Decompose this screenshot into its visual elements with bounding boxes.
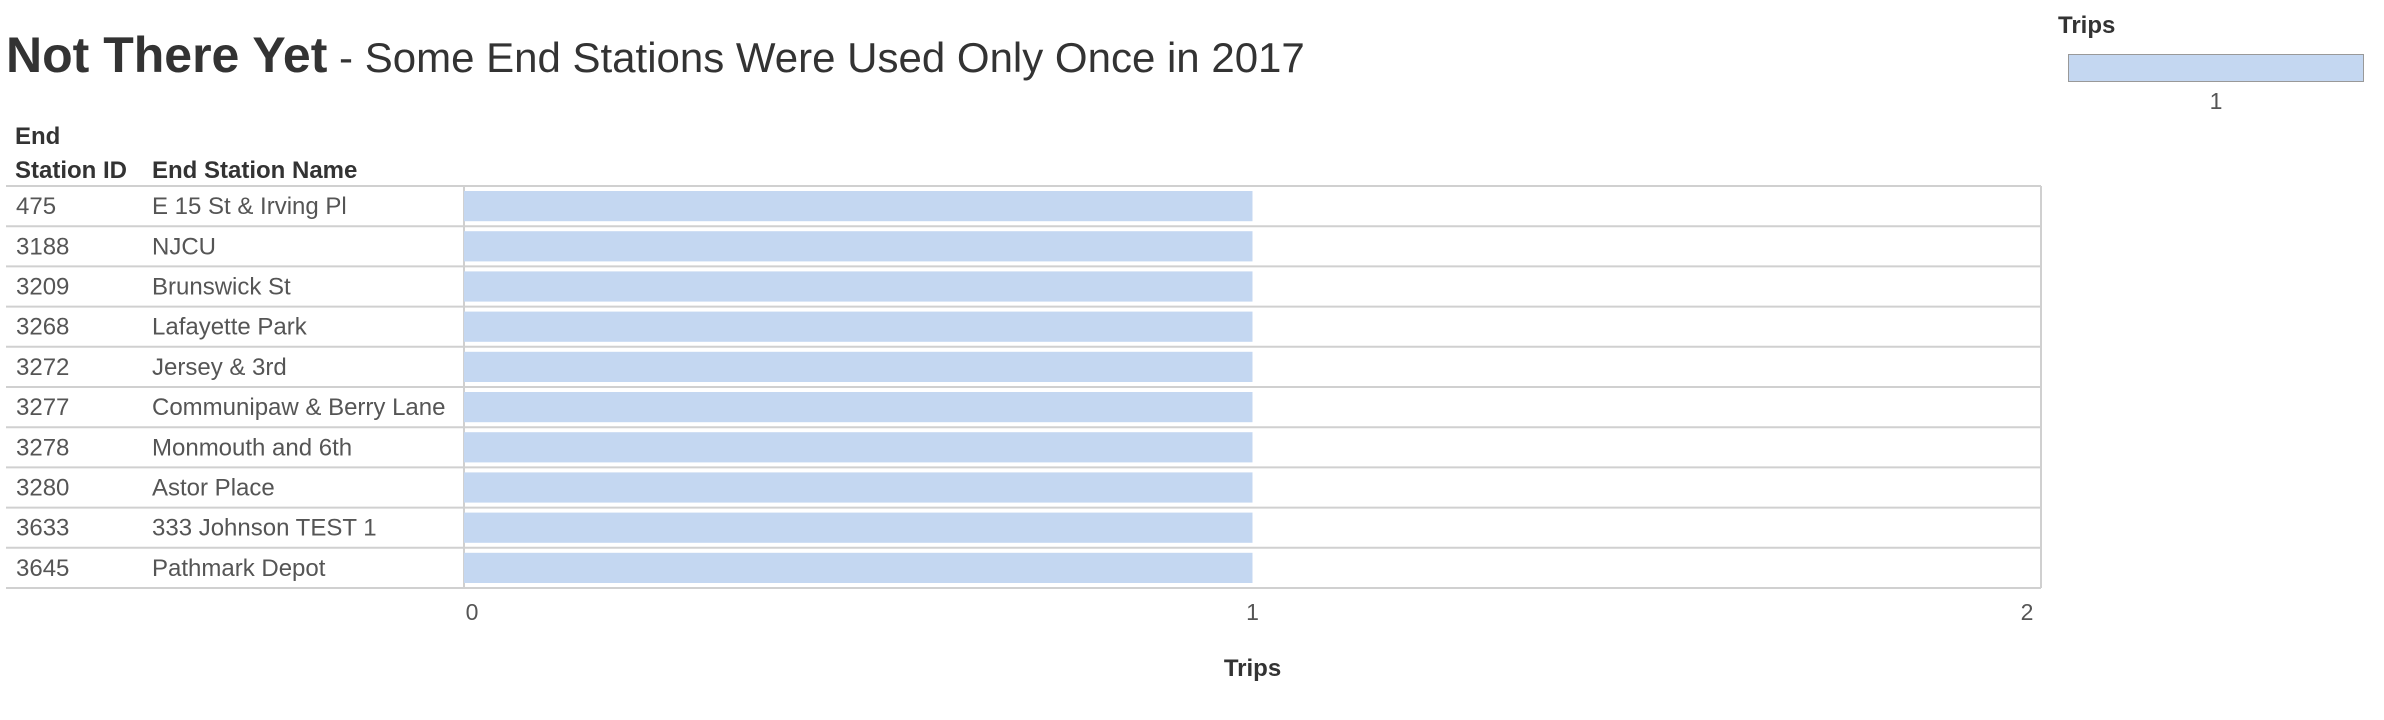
- bar: [464, 392, 1253, 423]
- station-name-cell: Lafayette Park: [152, 314, 308, 341]
- station-name-cell: Jersey & 3rd: [152, 354, 287, 381]
- station-id-cell: 3645: [16, 555, 69, 582]
- x-tick-label: 0: [466, 599, 479, 625]
- station-name-cell: E 15 St & Irving Pl: [152, 193, 347, 220]
- column-header-station-id: End Station ID: [15, 123, 127, 184]
- station-name-cell: Communipaw & Berry Lane: [152, 394, 445, 421]
- title-main: Not There Yet: [6, 27, 328, 83]
- bar: [464, 552, 1253, 583]
- bar: [464, 351, 1253, 382]
- bar: [464, 311, 1253, 342]
- x-tick-label: 2: [2021, 599, 2034, 625]
- station-id-cell: 3188: [16, 233, 69, 260]
- station-id-cell: 3277: [16, 394, 69, 421]
- station-name-cell: Pathmark Depot: [152, 555, 326, 582]
- station-id-cell: 3633: [16, 515, 69, 542]
- legend-label: 1: [2209, 88, 2223, 114]
- x-axis-title: Trips: [1224, 655, 1281, 682]
- bar: [464, 231, 1253, 262]
- station-name-cell: Brunswick St: [152, 274, 291, 301]
- bar: [464, 191, 1253, 222]
- bar: [464, 271, 1253, 302]
- legend-title: Trips: [2058, 12, 2116, 39]
- station-id-cell: 3280: [16, 475, 69, 502]
- bar: [464, 432, 1253, 463]
- station-name-cell: NJCU: [152, 233, 216, 260]
- station-name-cell: Monmouth and 6th: [152, 434, 352, 461]
- station-id-cell: 3272: [16, 354, 69, 381]
- column-header-station-name: End Station Name: [152, 157, 358, 184]
- color-legend: Trips 1: [2056, 12, 2366, 115]
- station-id-cell: 3268: [16, 314, 69, 341]
- station-id-cell: 3278: [16, 434, 69, 461]
- x-tick-label: 1: [1246, 599, 1259, 625]
- station-id-cell: 3209: [16, 274, 69, 301]
- chart-title: Not There Yet - Some End Stations Were U…: [6, 26, 1305, 84]
- title-subtitle: - Some End Stations Were Used Only Once …: [327, 34, 1305, 81]
- bar: [464, 512, 1253, 543]
- legend-swatch: [2068, 54, 2364, 82]
- station-name-cell: 333 Johnson TEST 1: [152, 515, 377, 542]
- station-id-cell: 475: [16, 193, 56, 220]
- station-name-cell: Astor Place: [152, 475, 275, 502]
- bar: [464, 472, 1253, 503]
